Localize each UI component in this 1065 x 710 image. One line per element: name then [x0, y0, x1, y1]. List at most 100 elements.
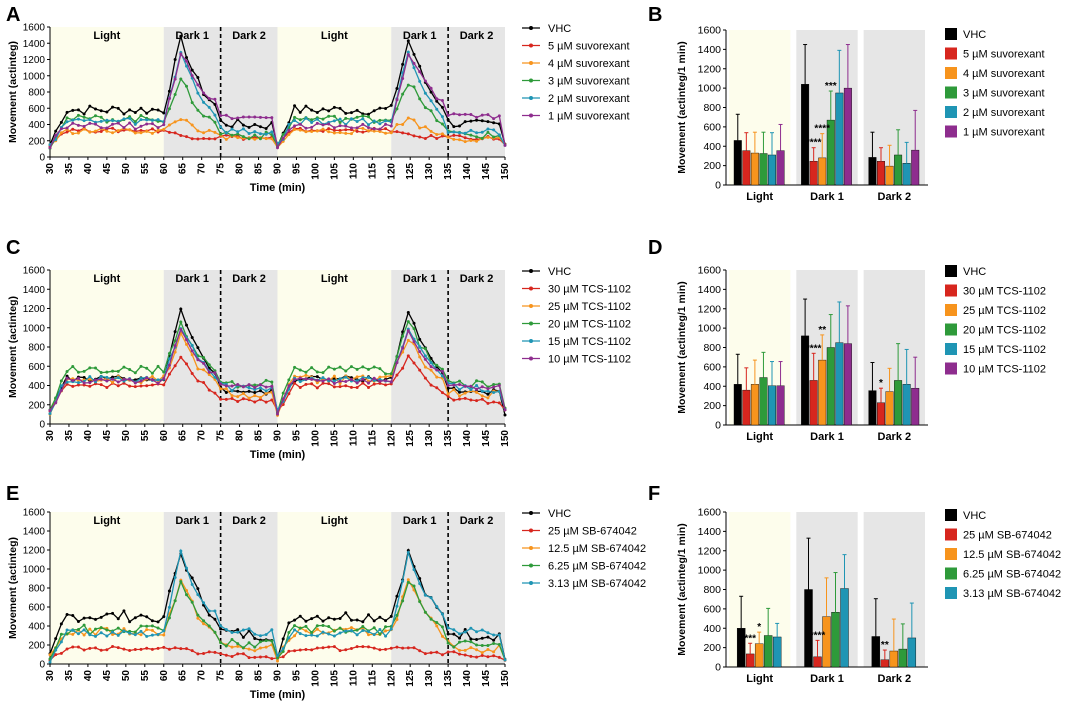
x-tick-label: 110	[348, 670, 359, 687]
bar	[898, 648, 908, 668]
x-tick-label: 130	[424, 430, 435, 447]
data-point	[475, 115, 479, 119]
data-point	[128, 108, 132, 112]
data-point	[173, 646, 177, 650]
data-point	[59, 120, 63, 124]
data-point	[196, 137, 200, 141]
legend-entry: 30 µM TCS-1102	[963, 286, 1046, 298]
data-point	[429, 365, 433, 369]
data-point	[492, 121, 496, 125]
data-point	[253, 632, 257, 636]
data-point	[94, 646, 97, 650]
legend-swatch	[945, 47, 957, 60]
data-point	[150, 107, 154, 111]
data-point	[133, 122, 137, 126]
data-point	[332, 374, 336, 378]
x-tick-label: 60	[159, 670, 170, 682]
y-axis-title: Movement (actinteg)	[7, 296, 19, 398]
x-tick-label: 105	[329, 163, 340, 180]
data-point	[406, 50, 410, 54]
data-point	[327, 616, 331, 620]
y-tick-label: 1000	[23, 71, 46, 82]
data-point	[241, 127, 245, 131]
data-point	[59, 651, 63, 655]
data-point	[105, 118, 109, 122]
data-point	[150, 375, 154, 379]
data-point	[196, 346, 200, 350]
data-point	[76, 131, 80, 135]
data-point	[224, 131, 228, 135]
data-point	[452, 632, 456, 636]
data-point	[463, 391, 467, 395]
data-point	[389, 614, 393, 618]
data-point	[139, 624, 143, 628]
data-point	[486, 647, 490, 651]
data-point	[492, 641, 496, 645]
data-point	[167, 616, 171, 620]
data-point	[395, 361, 399, 365]
data-point	[338, 117, 342, 121]
data-point	[304, 373, 308, 377]
data-point	[423, 376, 427, 380]
data-point	[435, 97, 439, 101]
legend-entry: 25 µM SB-674042	[548, 526, 637, 538]
data-point	[219, 114, 223, 118]
data-point	[321, 619, 325, 623]
data-point	[167, 107, 171, 111]
data-point	[361, 365, 365, 369]
data-point	[293, 381, 297, 385]
data-point	[349, 132, 353, 136]
data-point	[361, 117, 365, 121]
data-point	[207, 613, 211, 617]
data-point	[224, 387, 228, 391]
y-tick-label: 1400	[23, 527, 46, 538]
data-point	[486, 120, 490, 124]
data-point	[423, 652, 427, 656]
series-3.13 µM SB-674042	[48, 548, 507, 664]
data-point	[219, 397, 223, 401]
data-point	[361, 620, 365, 624]
data-point	[281, 650, 285, 654]
data-point	[367, 112, 370, 116]
phase-label: Dark 1	[403, 30, 437, 42]
data-point	[270, 116, 274, 120]
phase-label: Light	[93, 30, 120, 42]
data-point	[105, 634, 109, 638]
data-point	[304, 382, 308, 386]
x-tick-label: 55	[140, 430, 151, 442]
data-point	[458, 383, 461, 387]
data-point	[99, 371, 103, 375]
data-point	[247, 125, 251, 129]
data-point	[412, 321, 416, 325]
data-point	[150, 647, 154, 651]
data-point	[293, 104, 297, 108]
data-point	[139, 384, 143, 388]
data-point	[458, 652, 461, 656]
data-point	[65, 613, 69, 617]
data-point	[412, 134, 416, 138]
data-point	[281, 637, 285, 641]
data-point	[230, 384, 234, 388]
data-point	[202, 361, 206, 365]
data-point	[253, 133, 257, 137]
data-point	[475, 118, 479, 122]
x-tick-label: 35	[64, 670, 75, 682]
data-point	[213, 102, 217, 106]
data-point	[281, 655, 285, 659]
data-point	[395, 617, 399, 621]
data-point	[384, 629, 388, 633]
bar	[843, 87, 852, 186]
data-point	[480, 119, 484, 123]
x-tick-label: 150	[500, 430, 511, 447]
phase-band	[277, 27, 392, 157]
x-tick-label: 35	[64, 163, 75, 175]
data-point	[475, 131, 479, 135]
data-point	[378, 127, 382, 131]
bar	[772, 636, 782, 668]
phase-label: Dark 2	[460, 515, 494, 527]
data-point	[463, 653, 467, 657]
data-point	[105, 648, 109, 652]
data-point	[497, 114, 501, 118]
data-point	[196, 91, 200, 95]
data-point	[133, 127, 137, 131]
